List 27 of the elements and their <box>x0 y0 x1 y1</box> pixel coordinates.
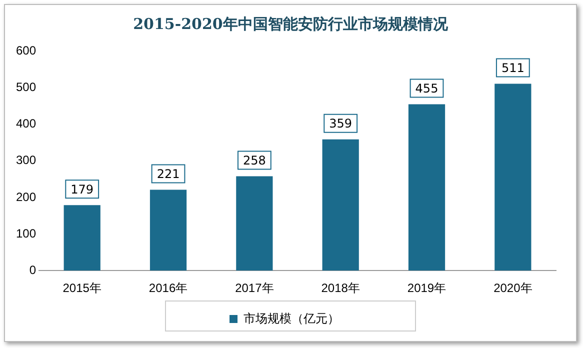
data-label: 455 <box>415 81 438 96</box>
bar <box>236 176 273 271</box>
data-label: 179 <box>70 182 94 196</box>
x-tick-label: 2016年 <box>148 281 188 296</box>
x-tick-label: 2020年 <box>494 281 532 296</box>
legend-label: 市场规模（亿元） <box>244 311 340 326</box>
y-tick-label: 600 <box>16 44 36 58</box>
data-label: 221 <box>156 166 180 181</box>
y-tick-label: 300 <box>16 153 36 168</box>
data-label: 511 <box>501 60 524 75</box>
bar <box>408 104 446 271</box>
bar <box>322 139 359 271</box>
chart-title: 2015-2020年中国智能安防行业市场规模情况 <box>132 15 449 34</box>
y-tick-label: 0 <box>29 262 36 277</box>
y-tick-label: 100 <box>16 226 36 240</box>
bar <box>494 84 532 271</box>
data-label: 258 <box>242 153 266 168</box>
y-tick-label: 500 <box>16 80 36 94</box>
x-tick-label: 2017年 <box>235 281 274 296</box>
y-tick-label: 400 <box>16 116 36 131</box>
x-tick-label: 2015年 <box>62 281 102 296</box>
y-tick-label: 200 <box>16 190 36 204</box>
bar <box>64 205 100 271</box>
bar <box>150 190 187 271</box>
x-tick-label: 2019年 <box>407 281 446 296</box>
x-tick-label: 2018年 <box>321 281 360 296</box>
data-label: 359 <box>329 116 352 130</box>
